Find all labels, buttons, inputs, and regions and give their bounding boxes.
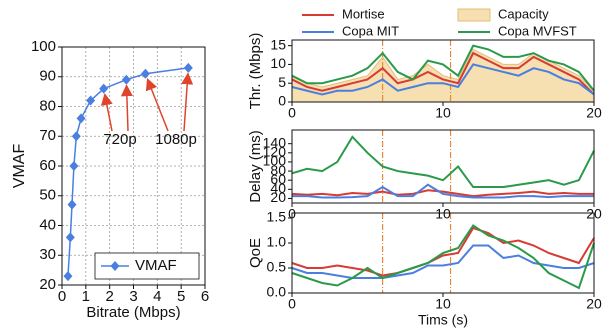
point bbox=[99, 83, 109, 94]
y-tick-label: 140 bbox=[263, 134, 287, 150]
y-axis-label: QoE bbox=[247, 238, 264, 268]
x-tick-label: 0 bbox=[288, 105, 296, 121]
x-axis-label: Tims (s) bbox=[418, 312, 468, 328]
annotation-arrow bbox=[145, 77, 169, 132]
x-tick-label: 3 bbox=[129, 288, 137, 305]
legend-label: Copa MVFST bbox=[498, 23, 577, 38]
y-tick-label: 0.5 bbox=[267, 259, 287, 275]
y-tick-label: 5 bbox=[278, 74, 286, 90]
plot-frame bbox=[291, 212, 595, 294]
y-axis-label: VMAF bbox=[11, 144, 28, 189]
line bbox=[291, 244, 595, 279]
y-tick-label: 40 bbox=[270, 180, 286, 196]
annotation: 1080p bbox=[155, 131, 197, 148]
y-tick-label: 80 bbox=[270, 162, 286, 178]
line bbox=[291, 63, 595, 96]
y-tick-label: 20 bbox=[270, 189, 286, 205]
annotation: 720p bbox=[103, 131, 136, 148]
x-tick-label: 0 bbox=[288, 296, 296, 312]
y-tick-label: 1.5 bbox=[267, 209, 287, 225]
line bbox=[292, 183, 594, 199]
x-tick-label: 20 bbox=[586, 105, 602, 121]
y-axis-label: Delay (ms) bbox=[247, 130, 264, 203]
point bbox=[183, 62, 193, 73]
x-tick-label: 10 bbox=[435, 105, 451, 121]
legend-swatch bbox=[457, 8, 491, 22]
x-tick-label: 0 bbox=[58, 288, 66, 305]
x-tick-label: 10 bbox=[435, 206, 451, 222]
legend-box bbox=[94, 252, 200, 280]
y-tick-label: 60 bbox=[39, 157, 56, 174]
x-tick-label: 2 bbox=[105, 288, 113, 305]
y-axis-label: Thr. (Mbps) bbox=[247, 33, 264, 110]
y-tick-label: 60 bbox=[270, 171, 286, 187]
plot-frame bbox=[291, 129, 595, 204]
point bbox=[140, 68, 150, 79]
legend-label: VMAF bbox=[135, 257, 177, 274]
line bbox=[291, 189, 594, 198]
line bbox=[291, 44, 595, 92]
point bbox=[69, 161, 79, 171]
y-tick-label: 90 bbox=[39, 68, 56, 85]
x-axis-label: Bitrate (Mbps) bbox=[86, 304, 180, 321]
plot-frame bbox=[291, 39, 595, 103]
y-tick-label: 50 bbox=[39, 187, 56, 204]
line bbox=[291, 135, 595, 189]
legend-label: Mortise bbox=[342, 6, 385, 21]
line bbox=[291, 226, 595, 277]
line bbox=[291, 224, 595, 290]
y-tick-label: 100 bbox=[31, 38, 56, 55]
y-tick-label: 10 bbox=[270, 55, 286, 71]
x-tick-label: 10 bbox=[435, 296, 451, 312]
y-tick-label: 15 bbox=[270, 36, 286, 52]
y-tick-label: 20 bbox=[39, 276, 56, 293]
y-tick-label: 1.0 bbox=[267, 234, 287, 250]
plot-frame bbox=[61, 46, 206, 286]
y-tick-label: 70 bbox=[39, 127, 56, 144]
legend-label: Capacity bbox=[498, 6, 549, 21]
legend-swatch bbox=[110, 261, 120, 271]
annotation-arrow bbox=[181, 72, 194, 132]
y-tick-label: 120 bbox=[263, 144, 287, 160]
y-tick-label: 0.0 bbox=[267, 284, 287, 300]
y-tick-label: 0 bbox=[278, 93, 286, 109]
point bbox=[86, 95, 96, 106]
x-tick-label: 5 bbox=[177, 288, 185, 305]
legend-label: Copa MIT bbox=[342, 23, 399, 38]
y-tick-label: 30 bbox=[39, 246, 56, 263]
x-tick-label: 20 bbox=[586, 296, 602, 312]
point bbox=[121, 74, 131, 85]
line bbox=[291, 51, 595, 96]
point bbox=[71, 131, 81, 142]
y-tick-label: 100 bbox=[263, 153, 287, 169]
point bbox=[76, 113, 86, 124]
y-tick-label: 40 bbox=[39, 216, 56, 233]
annotation-arrow bbox=[100, 93, 113, 132]
area bbox=[291, 48, 595, 103]
annotation-arrow bbox=[120, 84, 133, 132]
x-tick-label: 6 bbox=[201, 288, 209, 305]
point bbox=[63, 271, 73, 282]
point bbox=[67, 199, 77, 210]
point bbox=[65, 232, 75, 243]
x-tick-label: 1 bbox=[82, 288, 90, 305]
x-tick-label: 4 bbox=[153, 288, 161, 305]
y-tick-label: 80 bbox=[39, 97, 56, 114]
